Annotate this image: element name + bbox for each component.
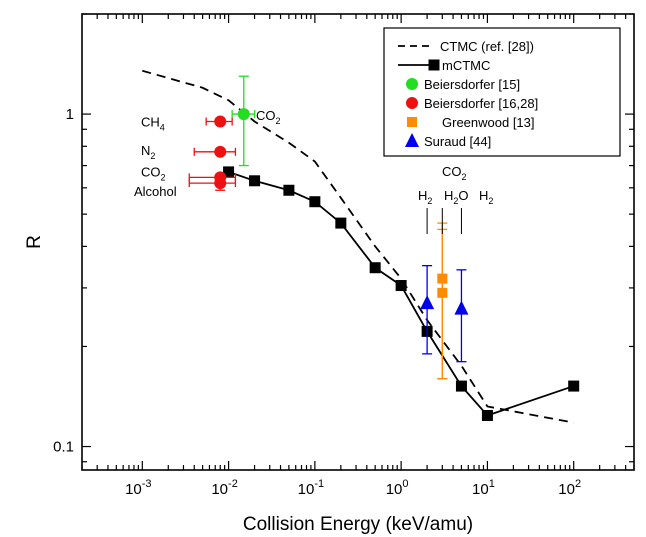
plot-frame xyxy=(81,13,635,471)
data-point xyxy=(455,380,467,392)
x-tick-label: 100 xyxy=(386,478,409,498)
legend-marker xyxy=(428,59,440,71)
data-point xyxy=(335,217,347,229)
y-tick-label: 1 xyxy=(66,106,74,123)
series-line xyxy=(142,69,574,424)
legend-item-4: Greenwood [13] xyxy=(407,115,535,130)
legend-marker xyxy=(405,133,419,147)
data-point xyxy=(237,108,250,121)
data-point xyxy=(223,166,235,178)
series-4 xyxy=(437,222,448,380)
series-line xyxy=(228,171,574,417)
label-ch4: CH4 xyxy=(141,114,165,132)
x-tick-label: 10-3 xyxy=(125,478,151,498)
legend-marker xyxy=(406,78,418,90)
legend-label: mCTMC xyxy=(442,58,490,73)
x-tick-label: 101 xyxy=(472,478,495,498)
data-point xyxy=(214,115,227,128)
label-n2: N2 xyxy=(141,143,155,161)
data-point xyxy=(369,262,381,274)
data-point xyxy=(420,295,435,310)
legend-item-1: mCTMC xyxy=(398,58,490,73)
series-3 xyxy=(188,115,237,191)
label-alcohol: Alcohol xyxy=(134,184,177,199)
label-co2-right: CO2 xyxy=(442,164,467,182)
series-1 xyxy=(223,166,580,421)
data-point xyxy=(309,196,321,208)
legend-item-2: Beiersdorfer [15] xyxy=(406,77,520,92)
legend-item-0: CTMC (ref. [28]) xyxy=(398,39,534,54)
data-point xyxy=(568,380,580,392)
data-point xyxy=(481,409,493,421)
label-co2: CO2 xyxy=(141,164,166,182)
legend-label: Beiersdorfer [16,28] xyxy=(424,96,538,111)
legend-label: Beiersdorfer [15] xyxy=(424,77,520,92)
legend-item-3: Beiersdorfer [16,28] xyxy=(406,96,538,111)
series-5 xyxy=(420,265,469,363)
y-tick-label: 0.1 xyxy=(53,439,74,456)
series-2 xyxy=(231,75,256,167)
label-h2-right: H2 xyxy=(479,188,493,206)
data-point xyxy=(395,280,407,292)
x-axis-title: Collision Energy (keV/amu) xyxy=(243,514,473,535)
data-point xyxy=(437,287,448,298)
legend-marker xyxy=(407,117,417,127)
legend-label: Greenwood [13] xyxy=(442,115,535,130)
x-tick-label: 10-1 xyxy=(298,478,324,498)
data-point xyxy=(214,145,227,158)
legend-item-5: Suraud [44] xyxy=(405,133,491,149)
data-point xyxy=(283,184,295,196)
x-tick-label: 102 xyxy=(558,478,581,498)
legend-marker xyxy=(406,97,418,109)
legend-label: Suraud [44] xyxy=(424,134,491,149)
legend-label: CTMC (ref. [28]) xyxy=(440,39,534,54)
data-point xyxy=(454,300,469,315)
data-point xyxy=(214,177,227,190)
label-green-co2: CO2 xyxy=(256,108,281,126)
series-0 xyxy=(142,69,574,424)
label-h2o: H2O xyxy=(444,188,469,206)
data-point xyxy=(249,175,261,187)
legend-box xyxy=(383,27,621,157)
label-h2-left: H2 xyxy=(418,188,432,206)
y-axis-title: R xyxy=(24,235,45,249)
x-tick-label: 10-2 xyxy=(211,478,237,498)
